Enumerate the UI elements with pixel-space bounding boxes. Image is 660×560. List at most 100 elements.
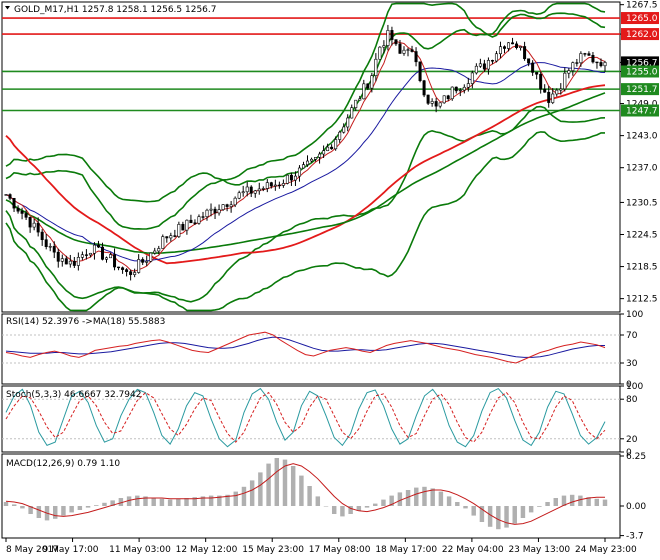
candle-body [414, 51, 418, 63]
menu-triangle-icon[interactable] [5, 6, 10, 10]
candle-body [555, 89, 559, 95]
macd-hist-bar [545, 502, 550, 506]
candle-body [145, 261, 149, 263]
macd-hist-bar [504, 506, 509, 528]
candle-body [322, 150, 326, 155]
moving-average-slow [5, 84, 606, 265]
rsi-tick-label: 0 [626, 380, 632, 390]
time-tick-label: 24 May 23:00 [575, 545, 637, 555]
macd-hist-bar [496, 506, 501, 530]
macd-hist-bar [463, 506, 468, 509]
candle-body [567, 70, 571, 74]
macd-hist-bar [28, 506, 33, 514]
candle-body [599, 62, 603, 67]
candle-body [233, 197, 237, 206]
macd-hist-bar [258, 472, 263, 506]
candle-body [113, 254, 117, 268]
candle-body [177, 224, 181, 237]
outer-band-lower [5, 131, 605, 312]
stoch-tick-label: 100 [626, 382, 643, 392]
candle-body [358, 98, 362, 101]
candle-body [261, 188, 265, 190]
moving-average-long [5, 92, 606, 254]
candle-body [486, 60, 490, 70]
candle-body [92, 244, 96, 254]
candle-body [201, 216, 205, 218]
candle-body [60, 258, 64, 262]
candle-body [338, 131, 342, 140]
candle-body [418, 61, 422, 82]
candle-body [141, 259, 145, 263]
candle-body [12, 197, 16, 209]
candle-body [410, 49, 414, 52]
candle-body [547, 91, 551, 103]
stochastic-panel[interactable]: Stoch(5,3,3) 46.6667 32.7942 [2, 387, 620, 448]
price-tick-label: 1255.0 [626, 67, 658, 77]
candle-body [185, 219, 189, 231]
candle-body [32, 222, 36, 228]
candle-body [470, 72, 474, 84]
candle-body [237, 192, 241, 199]
candle-body [595, 61, 599, 64]
candle-body [474, 65, 478, 74]
price-tick-label: 1218.5 [626, 263, 658, 273]
candle-body [76, 257, 80, 266]
macd-tick-label: 0.00 [626, 502, 646, 512]
macd-hist-bar [520, 506, 526, 518]
candle-body [289, 174, 293, 181]
candle-body [551, 93, 555, 103]
price-panel[interactable]: GOLD_M17,H1 1257.8 1258.1 1256.5 1256.7 [2, 2, 620, 312]
macd-hist-bar [200, 496, 206, 506]
candle-body [531, 62, 535, 73]
candle-body [527, 58, 531, 64]
macd-hist-bar [225, 494, 230, 506]
macd-tick-label: 6.25 [626, 452, 646, 462]
candle-body [129, 271, 133, 275]
macd-hist-bar [85, 506, 91, 508]
level-tag-label: 1251.7 [626, 85, 658, 95]
candle-body [64, 258, 68, 265]
price-tick-label-tag-bg [621, 65, 659, 78]
candle-body [100, 246, 104, 260]
macd-hist-bar [3, 502, 9, 506]
candle-body [52, 246, 56, 253]
candle-body [105, 257, 109, 260]
macd-hist-bar [167, 499, 173, 506]
candle-body [498, 46, 502, 55]
candle-body [326, 146, 330, 152]
macd-hist-bar [373, 503, 378, 506]
stoch-tick-label: 20 [626, 435, 638, 445]
candle-body [109, 254, 113, 259]
candle-body [394, 39, 398, 45]
time-tick-label: 8 May 2017 [6, 545, 59, 555]
candle-body [511, 42, 515, 45]
macd-hist-bar [414, 487, 419, 506]
macd-hist-bar [323, 506, 329, 507]
macd-hist-bar [422, 486, 427, 506]
macd-hist-bar [307, 486, 312, 506]
candle-body [221, 204, 225, 210]
price-panel-frame [1, 1, 621, 313]
macd-hist-bar [348, 506, 353, 514]
macd-hist-bar [77, 506, 83, 510]
macd-hist-bar [553, 498, 558, 506]
price-tick-label: 1243.0 [626, 132, 658, 142]
candle-body [502, 46, 506, 49]
macd-hist-bar [446, 496, 452, 506]
candle-body [269, 182, 273, 187]
candle-body [422, 80, 426, 96]
rsi-panel[interactable]: RSI(14) 52.3976 ->MA(18) 55.5883 [2, 317, 620, 364]
macd-hist-bar [528, 506, 534, 513]
bollinger-band-upper [5, 2, 606, 230]
candle-body [157, 248, 161, 252]
macd-panel[interactable]: MACD(12,26,9) 0.79 1.10 [3, 458, 608, 530]
candle-body [330, 146, 334, 150]
macd-hist-bar [143, 496, 148, 506]
candle-body [450, 86, 454, 100]
candle-body [458, 89, 462, 92]
candle-body [257, 188, 261, 192]
stoch-panel-frame [1, 385, 621, 453]
macd-hist-bar [405, 490, 411, 506]
candle-body [205, 209, 209, 217]
